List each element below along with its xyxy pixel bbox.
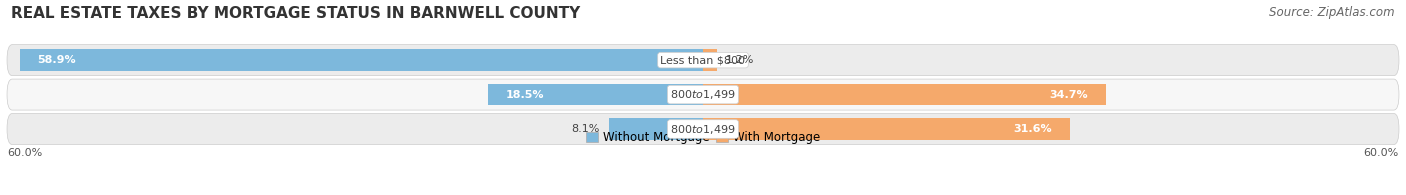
Bar bbox=[488, 84, 703, 105]
Text: 18.5%: 18.5% bbox=[506, 90, 544, 100]
Text: 60.0%: 60.0% bbox=[7, 148, 42, 158]
Legend: Without Mortgage, With Mortgage: Without Mortgage, With Mortgage bbox=[581, 126, 825, 149]
Text: 8.1%: 8.1% bbox=[571, 124, 600, 134]
Text: 1.2%: 1.2% bbox=[725, 55, 755, 65]
Text: REAL ESTATE TAXES BY MORTGAGE STATUS IN BARNWELL COUNTY: REAL ESTATE TAXES BY MORTGAGE STATUS IN … bbox=[11, 6, 581, 21]
Bar bbox=[703, 118, 1070, 140]
Text: $800 to $1,499: $800 to $1,499 bbox=[671, 88, 735, 101]
Text: $800 to $1,499: $800 to $1,499 bbox=[671, 122, 735, 136]
Bar bbox=[703, 84, 1105, 105]
Text: 58.9%: 58.9% bbox=[37, 55, 76, 65]
FancyBboxPatch shape bbox=[7, 79, 1399, 110]
Text: Source: ZipAtlas.com: Source: ZipAtlas.com bbox=[1270, 6, 1395, 19]
Bar bbox=[703, 50, 717, 71]
Text: Less than $800: Less than $800 bbox=[661, 55, 745, 65]
FancyBboxPatch shape bbox=[7, 45, 1399, 76]
Text: 60.0%: 60.0% bbox=[1364, 148, 1399, 158]
Bar bbox=[20, 50, 703, 71]
Text: 31.6%: 31.6% bbox=[1014, 124, 1052, 134]
FancyBboxPatch shape bbox=[7, 113, 1399, 144]
Text: 34.7%: 34.7% bbox=[1049, 90, 1088, 100]
Bar bbox=[609, 118, 703, 140]
